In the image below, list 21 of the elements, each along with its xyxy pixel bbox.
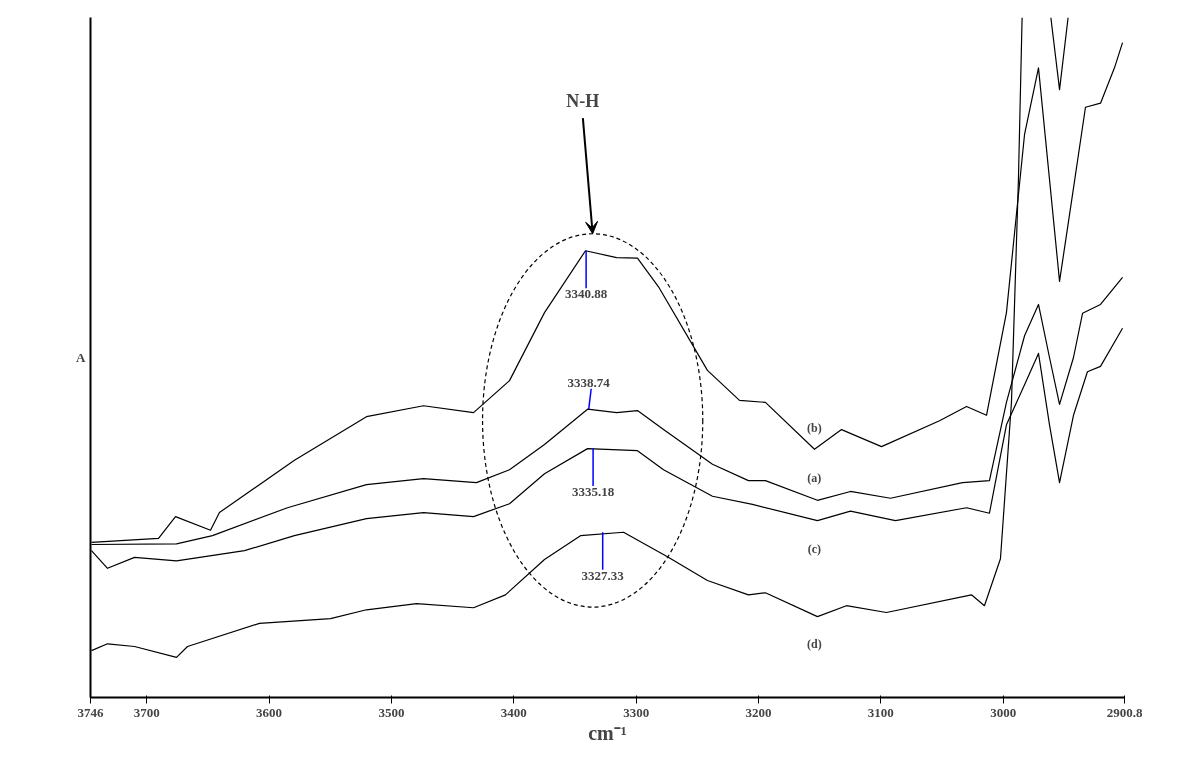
x-tick-label: 3400 (500, 704, 527, 720)
x-tick-label: 3700 (133, 704, 160, 720)
series-label: (a) (807, 471, 822, 486)
annotation: 3338.74 (567, 374, 611, 390)
x-tick-label: 3000 (990, 704, 1017, 720)
series-label: (b) (806, 421, 822, 436)
annotation: N-H (566, 91, 600, 112)
series-label: (c) (807, 541, 821, 556)
x-tick-label: 3300 (623, 704, 650, 720)
x-tick-label: 3200 (745, 704, 772, 720)
x-tick-label: 3746 (77, 704, 104, 720)
x-axis-title: cm⁻¹ (588, 721, 627, 744)
x-tick-label: 3500 (378, 704, 405, 720)
annotation: 3327.33 (581, 567, 625, 583)
series-label: (d) (806, 637, 822, 652)
x-tick-label: 3600 (256, 704, 283, 720)
annotation: 3335.18 (571, 484, 615, 500)
x-tick-label: 3100 (867, 704, 894, 720)
annotation: 3340.88 (564, 286, 608, 302)
x-tick-label: 2900.8 (1106, 704, 1143, 720)
y-axis-title: A (76, 350, 87, 365)
